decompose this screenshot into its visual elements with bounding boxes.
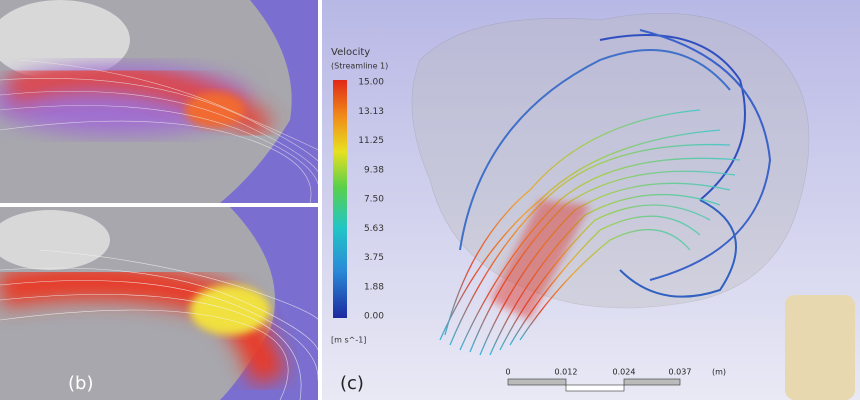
colorbar-tick-label: 0.00: [364, 312, 384, 322]
panel-label: (c): [340, 373, 364, 394]
scale-tick-label: 0.012: [555, 368, 578, 377]
colorbar-tick-label: 13.13: [358, 107, 384, 117]
colorbar-tick-label: 3.75: [364, 253, 384, 263]
scale-unit: (m): [712, 368, 726, 377]
panel-b-top: [0, 0, 326, 203]
legend-title: Velocity: [331, 47, 370, 58]
colorbar: [333, 80, 347, 318]
figure: (b) Velocity (Streamline 1) [m s^-1] 15.…: [0, 0, 860, 400]
colorbar-tick-label: 11.25: [358, 136, 384, 146]
legend-subtitle: (Streamline 1): [331, 62, 388, 71]
scale-tick-label: 0.037: [669, 368, 692, 377]
colorbar-tick-label: 9.38: [364, 165, 384, 175]
scale-tick-label: 0.024: [613, 368, 636, 377]
legend-unit: [m s^-1]: [331, 336, 366, 345]
colorbar-tick-label: 5.63: [364, 224, 384, 234]
panel-b-bottom: [0, 207, 322, 400]
colorbar-tick-label: 1.88: [364, 282, 384, 292]
colorbar-tick-label: 15.00: [358, 78, 384, 88]
panel-label: (b): [68, 373, 93, 394]
colorbar-tick-label: 7.50: [364, 195, 384, 205]
page: (b) Velocity (Streamline 1) [m s^-1] 15.…: [0, 0, 860, 400]
inset-face: [785, 295, 855, 400]
scale-tick-label: 0: [505, 368, 510, 377]
